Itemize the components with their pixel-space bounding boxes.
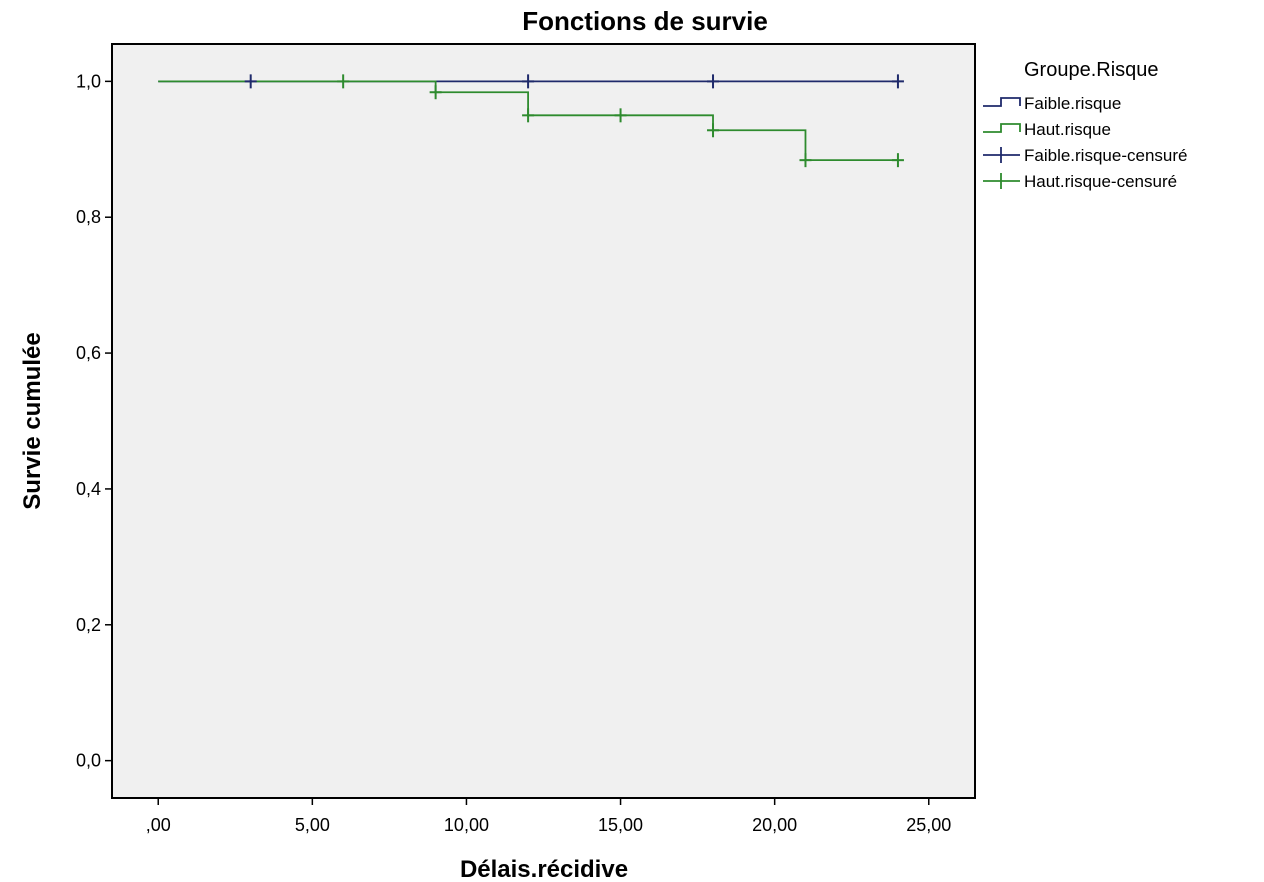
censor-mark-0	[522, 74, 535, 89]
legend-entry: Faible.risque	[983, 94, 1121, 113]
censor-mark-0	[707, 74, 720, 89]
legend-label: Faible.risque	[1024, 94, 1121, 113]
series-layer	[158, 74, 904, 168]
censor-mark-1	[891, 153, 904, 168]
legend-label: Haut.risque	[1024, 120, 1111, 139]
censor-mark-1	[522, 108, 535, 123]
chart-title: Fonctions de survie	[522, 6, 768, 36]
legend-entry: Faible.risque-censuré	[983, 146, 1187, 165]
legend-step-swatch	[983, 123, 1021, 133]
y-axis-label: Survie cumulée	[19, 332, 46, 509]
legend-label: Faible.risque-censuré	[1024, 146, 1187, 165]
x-axis-label: Délais.récidive	[460, 856, 628, 882]
censor-mark-1	[614, 108, 627, 123]
censor-mark-0	[244, 74, 257, 89]
x-tick-label: 5,00	[295, 815, 330, 835]
y-tick-label: 0,2	[76, 615, 101, 635]
y-tick-label: 0,4	[76, 479, 101, 499]
legend-step-swatch	[983, 97, 1021, 107]
censor-mark-1	[429, 85, 442, 100]
y-tick-label: 1,0	[76, 71, 101, 91]
legend-title: Groupe.Risque	[1024, 59, 1159, 81]
censor-mark-1	[799, 153, 812, 168]
y-tick-label: 0,6	[76, 343, 101, 363]
plot-area	[111, 43, 976, 799]
legend-entry: Haut.risque	[983, 120, 1111, 139]
censor-mark-0	[891, 74, 904, 89]
x-tick-label: 15,00	[598, 815, 643, 835]
censor-mark-1	[707, 123, 720, 138]
x-tick-label: 10,00	[444, 815, 489, 835]
x-tick-label: ,00	[146, 815, 171, 835]
censor-mark-1	[337, 74, 350, 89]
x-axis: ,00 5,00 10,00 15,00 20,00 25,00	[146, 798, 951, 835]
legend: Groupe.Risque Faible.risque Haut.risque Fa…	[983, 59, 1187, 191]
x-tick-label: 20,00	[752, 815, 797, 835]
y-tick-label: 0,0	[76, 751, 101, 771]
y-axis: 0,0 0,2 0,4 0,6 0,8 1,0	[76, 71, 112, 771]
y-tick-label: 0,8	[76, 207, 101, 227]
legend-entry: Haut.risque-censuré	[983, 172, 1177, 191]
x-tick-label: 25,00	[906, 815, 951, 835]
legend-label: Haut.risque-censuré	[1024, 172, 1177, 191]
